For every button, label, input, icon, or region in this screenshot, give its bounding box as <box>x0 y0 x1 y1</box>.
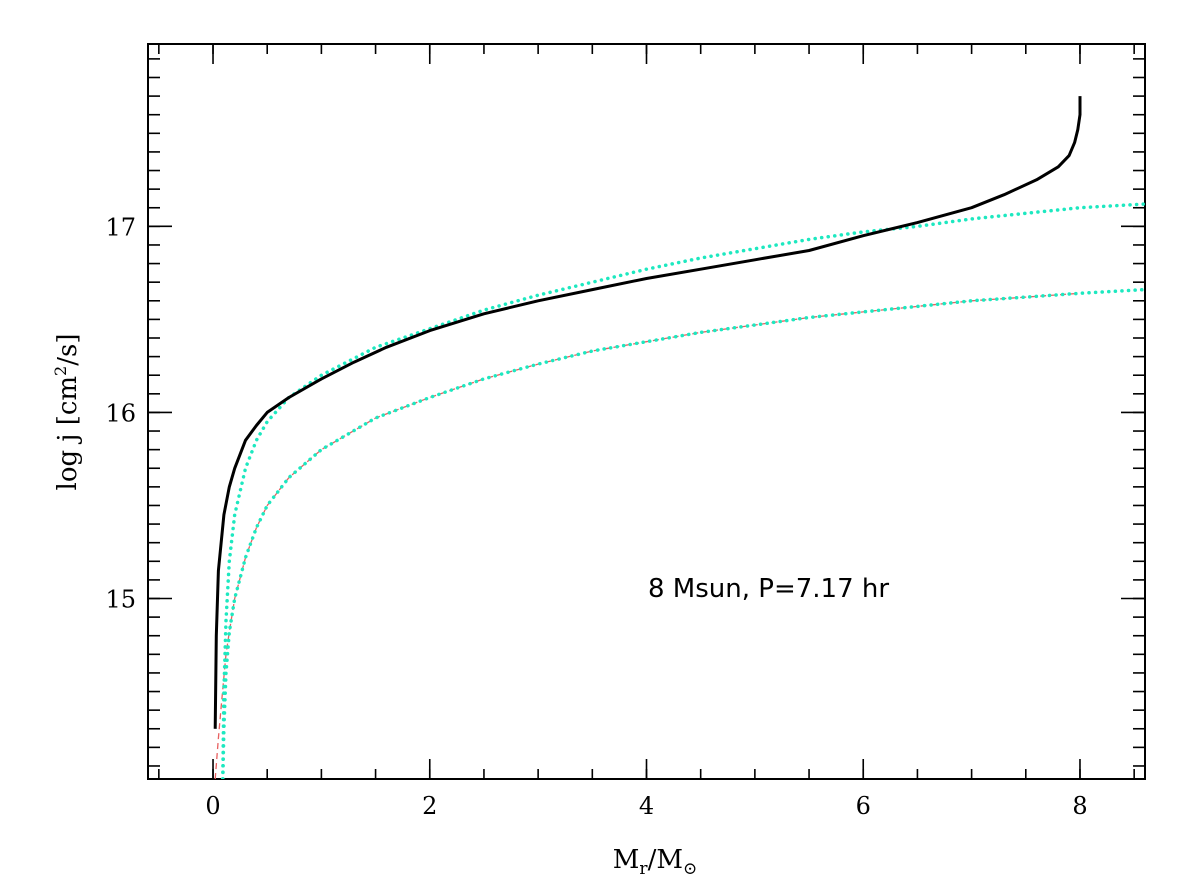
x-tick-label: 6 <box>856 792 871 820</box>
minor-ticks <box>148 44 1145 779</box>
chart-annotation: 8 Msun, P=7.17 hr <box>648 574 889 604</box>
x-tick-label: 2 <box>422 792 437 820</box>
y-axis-label-main: log j [cm <box>53 376 83 491</box>
x-axis-label-main: M <box>613 845 640 875</box>
x-axis-label: Mr/M⊙ <box>613 845 697 879</box>
x-tick-label: 4 <box>639 792 654 820</box>
y-axis-label: log j [cm2/s] <box>51 334 83 491</box>
x-axis-label-slash: /M <box>648 845 683 875</box>
series-line-dashed-3 <box>214 292 1081 779</box>
series-line-solid-0 <box>213 96 1082 729</box>
x-tick-label: 0 <box>205 792 220 820</box>
x-axis-label-sub-sun: ⊙ <box>683 859 697 879</box>
x-tick-label: 8 <box>1072 792 1087 820</box>
y-axis-label-sup: 2 <box>51 366 70 376</box>
major-ticks <box>148 44 1145 779</box>
y-tick-label: 17 <box>105 213 136 241</box>
series-line-dotted-2 <box>221 287 1145 779</box>
x-axis-label-sub-r: r <box>639 859 648 879</box>
plot-frame <box>147 43 1146 780</box>
y-tick-label: 16 <box>105 399 136 427</box>
series-layer <box>213 96 1145 779</box>
series-line-dotted-1 <box>221 202 1145 779</box>
y-axis-label-tail: /s] <box>53 334 83 366</box>
y-tick-label: 15 <box>105 586 136 614</box>
tick-labels: 0 2 4 6 8 15 16 17 <box>105 213 1087 820</box>
